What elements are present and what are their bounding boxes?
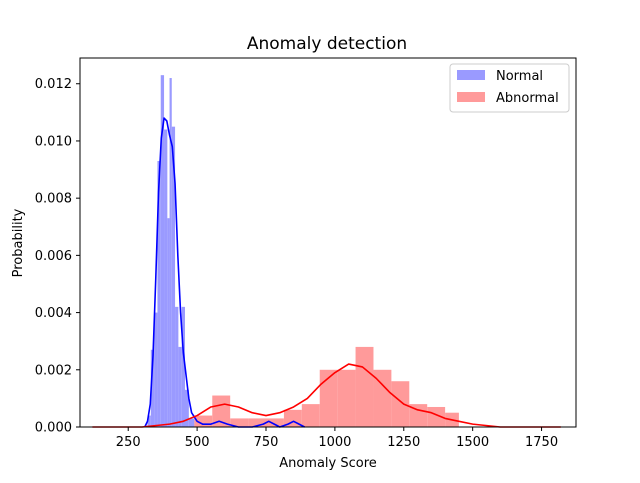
plot-area	[92, 75, 561, 428]
y-tick-label-5: 0.010	[35, 134, 72, 149]
y-tick-label-1: 0.002	[35, 363, 72, 378]
bar-normal-2	[150, 349, 155, 427]
x-tick-label-1750: 1750	[525, 435, 558, 450]
bar-abnormal-7	[319, 369, 338, 427]
bar-abnormal-12	[409, 404, 428, 427]
bar-abnormal-0	[194, 415, 213, 427]
x-axis: 250 500 750 1000 1250 1500 1750	[116, 427, 558, 450]
bar-abnormal-9	[355, 346, 374, 427]
x-tick-label-250: 250	[116, 435, 141, 450]
legend-swatch-normal	[457, 70, 485, 80]
y-tick-label-6: 0.012	[35, 77, 72, 92]
bar-normal-9	[171, 126, 176, 428]
bar-normal-3	[154, 312, 158, 427]
y-tick-label-0: 0.000	[35, 421, 72, 436]
y-tick-label-4: 0.008	[35, 192, 72, 207]
x-tick-label-1000: 1000	[318, 435, 351, 450]
bar-abnormal-3	[248, 418, 266, 427]
legend-swatch-abnormal	[457, 92, 485, 102]
x-axis-label: Anomaly Score	[279, 456, 377, 471]
legend: Normal Abnormal	[449, 63, 570, 113]
y-axis-label: Probability	[11, 208, 26, 277]
y-tick-label-3: 0.006	[35, 249, 72, 264]
x-tick-label-750: 750	[254, 435, 279, 450]
bar-normal-14	[188, 418, 195, 427]
kde-line-normal	[144, 117, 305, 428]
bar-abnormal-11	[391, 381, 410, 427]
kde-layer	[92, 117, 561, 428]
x-tick-label-1500: 1500	[456, 435, 489, 450]
bar-normal-10	[175, 306, 179, 427]
bar-normal-11	[178, 346, 182, 427]
bar-abnormal-6	[301, 404, 320, 427]
bar-normal-6	[164, 129, 168, 427]
kde-line-abnormal	[92, 363, 561, 428]
x-tick-label-500: 500	[185, 435, 210, 450]
legend-label-normal: Normal	[496, 69, 543, 84]
bar-normal-12	[181, 306, 185, 427]
bar-abnormal-2	[230, 418, 249, 427]
axes-frame	[79, 57, 577, 428]
y-axis: 0.000 0.002 0.004 0.006 0.008 0.010 0.012	[35, 77, 80, 436]
x-tick-label-1250: 1250	[387, 435, 420, 450]
y-tick-label-2: 0.004	[35, 306, 72, 321]
bar-normal-5	[160, 75, 165, 427]
bar-normal-13	[184, 389, 189, 427]
chart-title: Anomaly detection	[247, 34, 407, 54]
bar-normal-1	[147, 415, 151, 427]
bar-normal-7	[167, 218, 170, 427]
legend-label-abnormal: Abnormal	[496, 91, 559, 106]
bar-abnormal-8	[337, 369, 356, 427]
bar-abnormal-1	[212, 395, 231, 427]
bar-normal-4	[157, 160, 161, 428]
bar-normal-8	[169, 78, 172, 428]
bar-abnormal-4	[266, 418, 284, 427]
bars-layer	[147, 75, 459, 428]
bar-abnormal-10	[373, 369, 392, 427]
